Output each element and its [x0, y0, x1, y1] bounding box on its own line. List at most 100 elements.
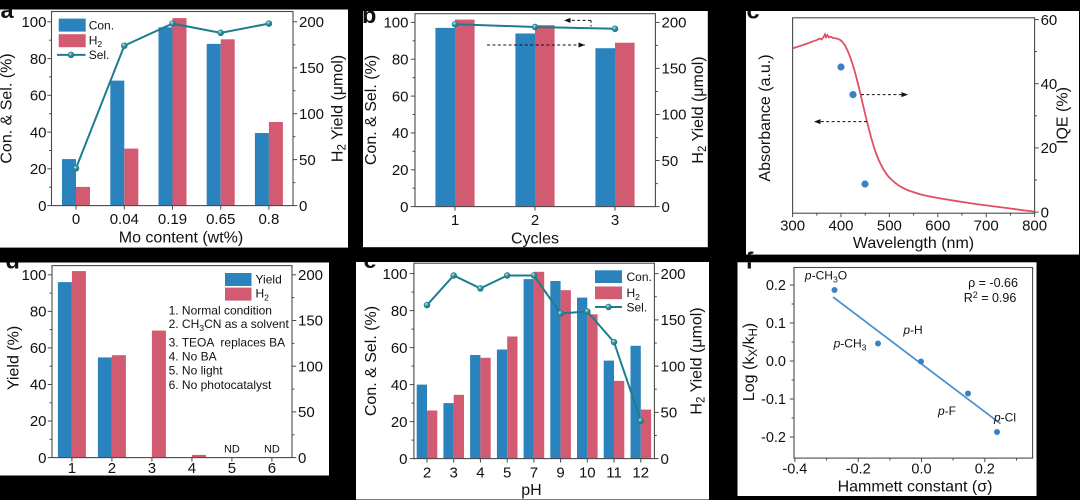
svg-text:150: 150	[662, 61, 687, 78]
svg-text:50: 50	[661, 405, 678, 422]
svg-text:6. No photocatalyst: 6. No photocatalyst	[169, 378, 272, 392]
svg-text:100: 100	[382, 266, 407, 283]
svg-text:H2 Yield (μmol): H2 Yield (μmol)	[330, 55, 349, 162]
svg-text:Cycles: Cycles	[511, 231, 559, 248]
svg-text:2: 2	[531, 212, 539, 229]
svg-text:p-Cl: p-Cl	[993, 411, 1016, 425]
svg-text:b: b	[362, 2, 376, 28]
svg-text:300: 300	[780, 218, 805, 235]
svg-text:0: 0	[662, 199, 670, 216]
svg-text:Con. & Sel. (%): Con. & Sel. (%)	[363, 55, 380, 165]
svg-text:4: 4	[476, 465, 484, 482]
svg-text:2. CH3CN as a solvent: 2. CH3CN as a solvent	[169, 317, 290, 333]
svg-text:50: 50	[299, 152, 316, 169]
svg-text:Con. & Sel. (%): Con. & Sel. (%)	[0, 53, 16, 163]
svg-text:60: 60	[30, 88, 47, 105]
svg-text:400: 400	[828, 218, 853, 235]
svg-text:0.0: 0.0	[911, 462, 931, 478]
svg-text:0.2: 0.2	[975, 462, 995, 478]
svg-text:0: 0	[299, 198, 307, 215]
svg-text:60: 60	[1041, 12, 1058, 29]
svg-text:Absorbance (a.u.): Absorbance (a.u.)	[757, 54, 774, 181]
svg-text:20: 20	[1041, 140, 1058, 157]
svg-text:d: d	[6, 248, 20, 274]
svg-text:6: 6	[268, 460, 276, 477]
svg-text:800: 800	[1022, 218, 1047, 235]
svg-text:2: 2	[108, 460, 116, 477]
svg-text:600: 600	[925, 218, 950, 235]
svg-text:-0.2: -0.2	[761, 430, 786, 446]
svg-text:150: 150	[661, 312, 686, 329]
svg-text:200: 200	[661, 266, 686, 283]
svg-text:2: 2	[423, 465, 431, 482]
svg-text:0: 0	[661, 451, 669, 468]
svg-text:60: 60	[392, 88, 409, 105]
svg-text:Log (kX/kH): Log (kX/kH)	[741, 323, 760, 401]
svg-text:500: 500	[877, 218, 902, 235]
svg-text:e: e	[364, 247, 377, 273]
svg-text:3: 3	[611, 212, 619, 229]
svg-text:20: 20	[30, 161, 47, 178]
svg-text:p-F: p-F	[937, 404, 956, 418]
svg-text:0.19: 0.19	[158, 211, 187, 228]
svg-text:Sel.: Sel.	[89, 48, 110, 62]
svg-text:20: 20	[30, 413, 47, 430]
svg-text:1. Normal condition: 1. Normal condition	[169, 304, 272, 318]
svg-text:100: 100	[383, 15, 408, 32]
svg-text:-0.4: -0.4	[782, 462, 807, 478]
svg-text:R2 = 0.96: R2 = 0.96	[964, 290, 1017, 305]
svg-text:IQE (%): IQE (%)	[1055, 87, 1072, 144]
svg-text:100: 100	[21, 14, 46, 31]
svg-text:0.8: 0.8	[258, 211, 279, 228]
svg-text:80: 80	[392, 51, 409, 68]
svg-text:-0.1: -0.1	[761, 392, 786, 408]
svg-text:4. No BA: 4. No BA	[169, 350, 217, 364]
svg-text:5: 5	[503, 465, 511, 482]
svg-text:150: 150	[298, 313, 323, 330]
svg-text:1: 1	[68, 460, 76, 477]
svg-text:Wavelength (nm): Wavelength (nm)	[853, 235, 974, 252]
svg-text:20: 20	[392, 162, 409, 179]
svg-text:Sel.: Sel.	[627, 301, 648, 315]
svg-text:100: 100	[298, 358, 323, 375]
svg-text:Con.: Con.	[627, 270, 652, 284]
svg-text:50: 50	[298, 404, 315, 421]
svg-text:80: 80	[391, 303, 408, 320]
svg-text:0.04: 0.04	[110, 211, 139, 228]
svg-text:H2 Yield (μmol): H2 Yield (μmol)	[690, 56, 709, 163]
svg-text:0.2: 0.2	[766, 278, 786, 294]
svg-text:ND: ND	[224, 444, 240, 456]
svg-text:40: 40	[1041, 76, 1058, 93]
svg-text:100: 100	[662, 107, 687, 124]
svg-text:0: 0	[1041, 204, 1049, 221]
svg-text:40: 40	[30, 124, 47, 141]
svg-text:10: 10	[579, 465, 596, 482]
svg-text:a: a	[1, 0, 15, 23]
svg-text:100: 100	[21, 267, 46, 284]
svg-text:20: 20	[391, 414, 408, 431]
svg-text:200: 200	[662, 15, 687, 32]
svg-text:pH: pH	[521, 482, 541, 499]
svg-text:-0.2: -0.2	[846, 462, 871, 478]
svg-text:4: 4	[188, 460, 196, 477]
svg-text:100: 100	[299, 106, 324, 123]
svg-text:50: 50	[662, 153, 679, 170]
svg-text:100: 100	[661, 358, 686, 375]
svg-text:Con.: Con.	[89, 18, 114, 32]
svg-text:0: 0	[38, 450, 46, 467]
svg-text:0: 0	[38, 198, 46, 215]
svg-text:80: 80	[30, 304, 47, 321]
svg-text:40: 40	[392, 125, 409, 142]
svg-text:700: 700	[974, 218, 999, 235]
svg-text:40: 40	[30, 377, 47, 394]
svg-text:5. No light: 5. No light	[169, 364, 224, 378]
svg-text:80: 80	[30, 51, 47, 68]
svg-text:12: 12	[632, 465, 649, 482]
svg-text:60: 60	[30, 340, 47, 357]
svg-text:9: 9	[556, 465, 564, 482]
svg-text:Con. & Sel. (%): Con. & Sel. (%)	[363, 306, 380, 416]
svg-text:p-CH3O: p-CH3O	[804, 269, 847, 285]
svg-text:0: 0	[298, 450, 306, 467]
svg-text:ND: ND	[264, 444, 280, 456]
svg-text:p-CH3: p-CH3	[833, 337, 867, 353]
